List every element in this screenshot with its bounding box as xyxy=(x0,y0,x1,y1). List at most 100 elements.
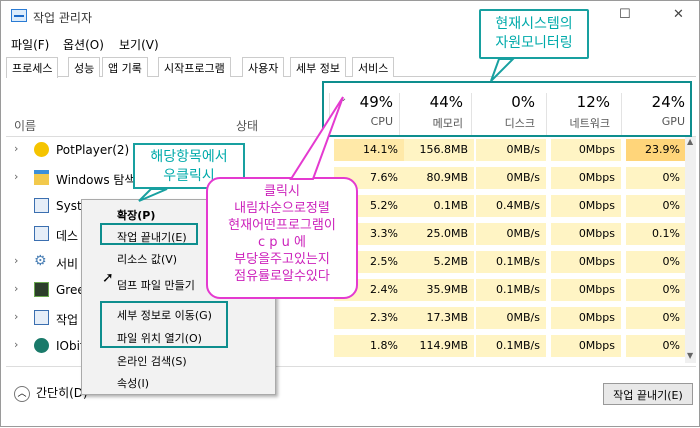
disk-value: 0.1MB/s xyxy=(476,251,546,273)
expand-chevron-icon[interactable]: › xyxy=(14,142,19,155)
process-list: › PotPlayer(2) 14.1% 156.8MB 0MB/s 0Mbps… xyxy=(6,137,686,363)
memory-value: 0.1MB xyxy=(404,195,474,217)
process-name: 서비 xyxy=(56,257,79,271)
tab-details[interactable]: 세부 정보 xyxy=(290,57,346,77)
desktop-window-icon xyxy=(34,226,49,241)
process-name: 작업 xyxy=(56,313,79,327)
menu-item-go-to-details[interactable]: 세부 정보로 이동(G) xyxy=(117,309,212,322)
greenshot-icon xyxy=(34,282,49,297)
callout-pink-line1: 클릭시 xyxy=(264,184,300,199)
process-name: PotPlayer(2) xyxy=(56,143,130,157)
menu-item-create-dump[interactable]: 덤프 파일 만들기 xyxy=(117,279,195,292)
network-value: 0Mbps xyxy=(551,251,621,273)
callout-left-line1: 해당항목에서 xyxy=(150,149,228,165)
header-memory[interactable]: 44% 메모리 xyxy=(399,93,469,137)
menu-item-end-task[interactable]: 작업 끝내기(E) xyxy=(117,231,187,244)
scroll-up-icon[interactable]: ▲ xyxy=(687,137,694,146)
expand-chevron-icon[interactable]: › xyxy=(14,170,19,183)
callout-pink-line6: 점유률로알수있다 xyxy=(234,269,330,284)
title-bar: 작업 관리자 — ☐ ✕ xyxy=(1,1,699,31)
gpu-value: 0% xyxy=(626,279,686,301)
memory-value: 114.9MB xyxy=(404,335,474,357)
table-row[interactable]: › Gree 2.4% 35.9MB 0.1MB/s 0Mbps 0% xyxy=(6,279,686,301)
network-value: 0Mbps xyxy=(551,307,621,329)
close-icon[interactable]: ✕ xyxy=(673,7,684,22)
menu-item-search-online[interactable]: 온라인 검색(S) xyxy=(117,355,187,368)
disk-value: 0MB/s xyxy=(476,167,546,189)
callout-top-line1: 현재시스템의 xyxy=(495,16,573,32)
process-name: Gree xyxy=(56,283,85,297)
gpu-value: 0% xyxy=(626,251,686,273)
header-name[interactable]: 이름 xyxy=(14,119,37,133)
gpu-value: 0% xyxy=(626,167,686,189)
tab-services[interactable]: 서비스 xyxy=(352,57,395,77)
menu-item-resource-values[interactable]: 리소스 값(V) xyxy=(117,253,178,266)
simple-view-label: 간단히(D) xyxy=(36,386,88,400)
process-name: Syste xyxy=(56,199,90,213)
table-row[interactable]: › IObit 1.8% 114.9MB 0.1MB/s 0Mbps 0% xyxy=(6,335,686,357)
header-network[interactable]: 12% 네트워크 xyxy=(546,93,616,137)
tab-processes[interactable]: 프로세스 xyxy=(6,57,59,78)
menu-item-expand[interactable]: 확장(P) xyxy=(117,209,156,222)
tab-strip: 프로세스 성능 앱 기록 시작프로그램 사용자 세부 정보 서비스 xyxy=(6,57,696,78)
network-value: 0Mbps xyxy=(551,279,621,301)
memory-percent: 44% xyxy=(429,93,463,111)
memory-value: 80.9MB xyxy=(404,167,474,189)
simple-view-toggle[interactable]: ︿ 간단히(D) xyxy=(14,384,88,402)
table-row[interactable]: › PotPlayer(2) 14.1% 156.8MB 0MB/s 0Mbps… xyxy=(6,139,686,161)
highlight-box-resource-columns xyxy=(322,81,692,137)
cpu-value: 2.3% xyxy=(334,307,404,329)
header-gpu[interactable]: 24% GPU xyxy=(621,93,691,137)
vertical-scrollbar[interactable]: ▲ ▼ xyxy=(685,137,696,363)
header-disk[interactable]: 0% 디스크 xyxy=(471,93,541,137)
table-row[interactable]: › 작업 2.3% 17.3MB 0MB/s 0Mbps 0% xyxy=(6,307,686,329)
gpu-value: 0.1% xyxy=(626,223,686,245)
callout-left-line2: 우클릭시 xyxy=(163,168,215,184)
tab-startup[interactable]: 시작프로그램 xyxy=(158,57,231,77)
highlight-box-details xyxy=(100,301,228,348)
system-icon xyxy=(34,198,49,213)
menu-item-properties[interactable]: 속성(I) xyxy=(117,377,150,390)
gpu-value: 0% xyxy=(626,195,686,217)
menu-bar: 파일(F) 옵션(O) 보기(V) xyxy=(1,33,699,53)
scroll-down-icon[interactable]: ▼ xyxy=(687,351,694,360)
gear-icon: ⚙ xyxy=(34,253,47,269)
callout-pink-line3: 현재어떤프로그램이 xyxy=(228,218,336,233)
tab-performance[interactable]: 성능 xyxy=(68,57,101,77)
cpu-value: 1.8% xyxy=(334,335,404,357)
tab-users[interactable]: 사용자 xyxy=(242,57,285,77)
header-cpu[interactable]: 49% CPU xyxy=(329,93,399,137)
cpu-percent: 49% xyxy=(359,93,393,111)
gpu-value: 0% xyxy=(626,335,686,357)
iobit-icon xyxy=(34,338,49,353)
expand-chevron-icon[interactable]: › xyxy=(14,338,19,351)
process-name: IObit xyxy=(56,339,85,353)
menu-file[interactable]: 파일(F) xyxy=(11,38,50,52)
memory-value: 35.9MB xyxy=(404,279,474,301)
memory-value: 17.3MB xyxy=(404,307,474,329)
expand-chevron-icon[interactable]: › xyxy=(14,254,19,267)
column-header: 이름 상태 ⌄ 49% CPU 44% 메모리 0% 디스크 12% 네트워크 … xyxy=(6,81,696,137)
network-percent: 12% xyxy=(576,93,610,111)
highlight-box-end-task xyxy=(100,223,198,245)
cpu-value: 14.1% xyxy=(334,139,404,161)
expand-chevron-icon[interactable]: › xyxy=(14,282,19,295)
network-value: 0Mbps xyxy=(551,195,621,217)
tab-app-history[interactable]: 앱 기록 xyxy=(102,57,148,77)
header-state[interactable]: 상태 xyxy=(236,119,259,133)
memory-value: 156.8MB xyxy=(404,139,474,161)
task-manager-icon xyxy=(11,9,27,22)
menu-view[interactable]: 보기(V) xyxy=(119,38,159,52)
expand-chevron-icon[interactable]: › xyxy=(14,310,19,323)
gpu-value: 23.9% xyxy=(626,139,686,161)
process-name: Windows 탐색 xyxy=(56,173,136,187)
menu-options[interactable]: 옵션(O) xyxy=(63,38,104,52)
window-title: 작업 관리자 xyxy=(33,11,93,25)
chevron-up-icon: ︿ xyxy=(14,385,30,402)
menu-item-open-file-location[interactable]: 파일 위치 열기(O) xyxy=(117,332,202,345)
gpu-label: GPU xyxy=(661,115,685,128)
maximize-icon[interactable]: ☐ xyxy=(619,7,631,22)
end-task-button[interactable]: 작업 끝내기(E) xyxy=(603,383,693,405)
network-value: 0Mbps xyxy=(551,223,621,245)
